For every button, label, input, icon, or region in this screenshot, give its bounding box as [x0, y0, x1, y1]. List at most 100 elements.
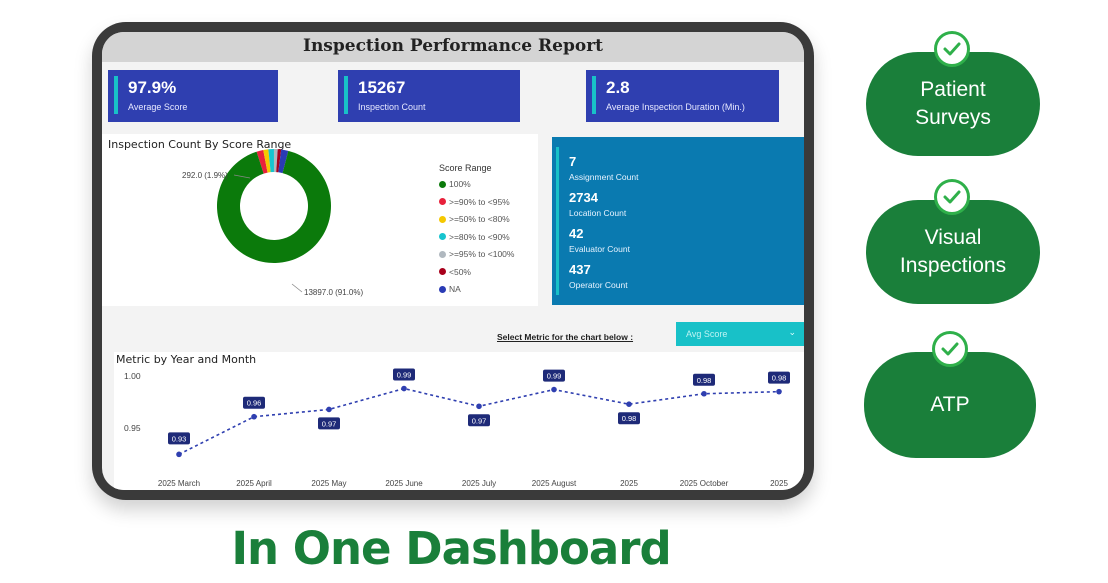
assignment-count-value: 7 [569, 154, 576, 169]
operator-count-value: 437 [569, 262, 591, 277]
donut-annotation: 292.0 (1.9%) [182, 171, 228, 180]
x-tick-label: 2025 April [236, 479, 272, 488]
data-point [626, 401, 632, 407]
location-count-label: Location Count [569, 208, 626, 218]
evaluator-count-label: Evaluator Count [569, 244, 630, 254]
operator-count-label: Operator Count [569, 280, 628, 290]
legend-label: >=95% to <100% [449, 249, 514, 259]
legend-title: Score Range [439, 163, 492, 173]
data-point [401, 386, 407, 392]
data-label: 0.93 [168, 432, 190, 444]
kpi-accent [114, 76, 118, 114]
legend-item: >=50% to <80% [439, 214, 510, 224]
tagline: In One Dashboard [0, 522, 902, 575]
kpi-average-score: 97.9% Average Score [108, 70, 278, 122]
metric-selector-label: Select Metric for the chart below : [497, 332, 633, 342]
kpi-label: Inspection Count [358, 102, 426, 112]
donut-chart: 292.0 (1.9%) 13897.0 (91.0%) [102, 134, 432, 306]
metric-dropdown[interactable]: Avg Score ⌄ [676, 322, 804, 346]
dashboard-screen: Inspection Performance Report 97.9% Aver… [102, 32, 804, 490]
data-point [326, 407, 332, 413]
data-point [251, 414, 257, 420]
line-chart: 1.00 0.95 0.93 2025 March 0.96 2025 April 0.97… [114, 368, 804, 490]
legend-item: <50% [439, 267, 471, 277]
check-icon [932, 331, 968, 367]
data-label-text: 0.98 [622, 414, 637, 423]
stats-panel: 7 Assignment Count 2734 Location Count 4… [552, 137, 804, 305]
y-tick-label: 0.95 [124, 423, 141, 433]
data-label: 0.98 [768, 372, 790, 384]
feature-label: Patient Surveys [893, 76, 1013, 132]
legend-label: >=50% to <80% [449, 214, 510, 224]
donut-annotation: 13897.0 (91.0%) [304, 288, 363, 297]
legend-label: 100% [449, 179, 471, 189]
line-chart-title: Metric by Year and Month [116, 353, 256, 366]
kpi-value: 15267 [358, 78, 405, 98]
data-label: 0.97 [468, 414, 490, 426]
feature-label: ATP [930, 391, 969, 419]
feature-pill-visual-inspections: Visual Inspections [866, 200, 1040, 304]
chevron-down-icon: ⌄ [788, 327, 796, 338]
x-tick-label: 2025 July [462, 479, 496, 488]
data-label: 0.98 [618, 412, 640, 424]
legend-swatch [439, 198, 446, 205]
data-label-text: 0.96 [247, 399, 262, 408]
data-point [701, 391, 707, 397]
x-tick-label: 2025 [770, 479, 788, 488]
data-label: 0.97 [318, 417, 340, 429]
data-point [776, 389, 782, 395]
data-label-text: 0.98 [772, 374, 787, 383]
metric-dropdown-value: Avg Score [686, 329, 727, 339]
legend-item: >=90% to <95% [439, 197, 510, 207]
legend-swatch [439, 181, 446, 188]
feature-pill-patient-surveys: Patient Surveys [866, 52, 1040, 156]
legend-swatch [439, 268, 446, 275]
data-label-text: 0.93 [172, 434, 187, 443]
evaluator-count-value: 42 [569, 226, 583, 241]
x-tick-label: 2025 [620, 479, 638, 488]
legend-label: >=80% to <90% [449, 232, 510, 242]
annotation-leader [292, 284, 302, 292]
data-point [476, 403, 482, 409]
x-tick-label: 2025 October [680, 479, 729, 488]
report-title: Inspection Performance Report [102, 32, 804, 62]
check-icon [934, 31, 970, 67]
legend-swatch [439, 216, 446, 223]
data-label-text: 0.99 [397, 371, 412, 380]
legend-swatch [439, 286, 446, 293]
data-label-text: 0.97 [472, 416, 487, 425]
x-tick-label: 2025 May [311, 479, 346, 488]
check-icon [934, 179, 970, 215]
kpi-accent [592, 76, 596, 114]
data-label: 0.99 [543, 370, 565, 382]
legend-swatch [439, 251, 446, 258]
x-tick-label: 2025 August [532, 479, 577, 488]
data-point [176, 452, 182, 458]
data-point [551, 387, 557, 393]
legend-item: NA [439, 284, 461, 294]
kpi-inspection-count: 15267 Inspection Count [338, 70, 520, 122]
legend-item: >=95% to <100% [439, 249, 514, 259]
legend-swatch [439, 233, 446, 240]
feature-label: Visual Inspections [883, 224, 1023, 280]
data-label: 0.96 [243, 397, 265, 409]
location-count-value: 2734 [569, 190, 598, 205]
x-tick-label: 2025 June [385, 479, 423, 488]
kpi-average-duration: 2.8 Average Inspection Duration (Min.) [586, 70, 779, 122]
kpi-label: Average Inspection Duration (Min.) [606, 102, 745, 112]
data-label-text: 0.97 [322, 419, 337, 428]
x-tick-label: 2025 March [158, 479, 200, 488]
legend-label: >=90% to <95% [449, 197, 510, 207]
kpi-value: 2.8 [606, 78, 630, 98]
kpi-label: Average Score [128, 102, 187, 112]
data-label: 0.99 [393, 369, 415, 381]
legend-item: >=80% to <90% [439, 232, 510, 242]
data-label: 0.98 [693, 374, 715, 386]
legend-label: NA [449, 284, 461, 294]
assignment-count-label: Assignment Count [569, 172, 638, 182]
kpi-accent [344, 76, 348, 114]
y-tick-label: 1.00 [124, 371, 141, 381]
feature-pill-atp: ATP [864, 352, 1036, 458]
kpi-value: 97.9% [128, 78, 176, 98]
